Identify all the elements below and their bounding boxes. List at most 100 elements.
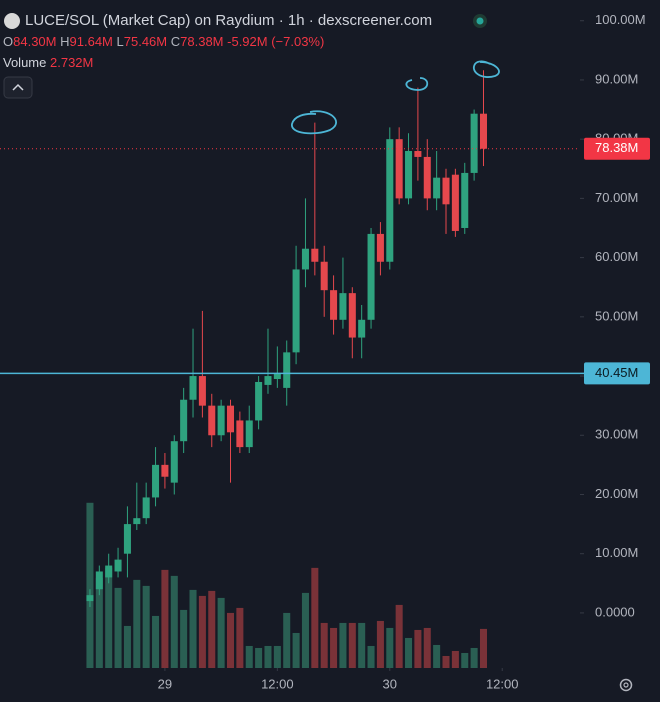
volume-bar xyxy=(451,650,459,668)
candle-body xyxy=(255,381,263,421)
close-value: 78.38M xyxy=(180,34,223,49)
candle-body xyxy=(264,376,272,385)
candle-body xyxy=(311,248,319,262)
volume-bar xyxy=(320,622,328,668)
volume-bar xyxy=(180,609,188,668)
hline-box xyxy=(584,362,650,385)
volume-bar xyxy=(386,627,394,668)
circle-annotation xyxy=(472,60,500,78)
candle-body xyxy=(142,497,150,519)
change: -5.92M (−7.03%) xyxy=(227,34,324,49)
volume-bar xyxy=(86,502,94,668)
candle-body xyxy=(451,174,459,231)
circle-annotation xyxy=(291,110,337,135)
candle-body xyxy=(358,319,366,338)
candle-body xyxy=(470,113,478,173)
settings-button[interactable] xyxy=(619,678,633,692)
volume-bar xyxy=(367,645,375,668)
volume-bar xyxy=(142,585,150,668)
close-label: C xyxy=(171,34,180,49)
candle-body xyxy=(114,559,122,572)
volume-bar xyxy=(376,620,384,668)
collapse-icon xyxy=(12,83,24,91)
circle-annotation xyxy=(405,77,429,91)
volume-bar xyxy=(414,629,422,668)
candle-body xyxy=(376,233,384,262)
candle-body xyxy=(442,177,450,205)
volume-value: 2.732M xyxy=(50,55,93,70)
candle-body xyxy=(320,261,328,291)
y-tick-label: 90.00M xyxy=(595,71,638,86)
candle-body xyxy=(208,405,216,436)
candle-body xyxy=(367,233,375,320)
volume-bar xyxy=(442,655,450,668)
candle-body xyxy=(170,441,178,483)
last-price-box xyxy=(584,137,650,160)
candle-body xyxy=(105,565,113,578)
volume-bar xyxy=(339,622,347,668)
volume-bar xyxy=(189,589,197,668)
candle-body xyxy=(461,172,469,228)
volume-row: Volume 2.732M xyxy=(3,55,93,70)
y-tick-label: 30.00M xyxy=(595,427,638,442)
candle-body xyxy=(236,420,244,448)
volume-bar xyxy=(292,632,300,668)
y-tick-label: 100.00M xyxy=(595,12,646,27)
volume-bar xyxy=(358,622,366,668)
status-dot xyxy=(476,17,484,25)
candle-body xyxy=(95,571,103,590)
volume-bar xyxy=(479,628,488,668)
volume-bar xyxy=(470,647,478,668)
candle-body xyxy=(386,139,394,262)
hline-label: 40.45M xyxy=(595,365,638,380)
candle-body xyxy=(433,177,441,199)
candle-body xyxy=(292,269,300,353)
gear-center xyxy=(623,682,629,688)
candle-body xyxy=(123,524,131,554)
candle-body xyxy=(339,293,347,320)
candle-body xyxy=(301,248,309,270)
candle-body xyxy=(217,405,225,436)
volume-bar xyxy=(245,645,253,668)
volume-bar xyxy=(114,587,122,668)
volume-bar xyxy=(152,615,160,668)
volume-bar xyxy=(123,625,131,668)
volume-bar xyxy=(95,577,103,668)
candle-body xyxy=(180,399,188,442)
annotations xyxy=(291,60,500,135)
high-value: 91.64M xyxy=(70,34,113,49)
x-tick-label: 12:00 xyxy=(486,676,519,691)
volume-bar xyxy=(170,575,178,668)
high-label: H xyxy=(60,34,69,49)
candle-body xyxy=(161,464,169,477)
volume-bar xyxy=(226,612,235,668)
volume-bar xyxy=(208,590,216,668)
y-tick-label: 50.00M xyxy=(595,308,638,323)
candle-body xyxy=(283,352,291,388)
ohlc: O84.30M H91.64M L75.46M C78.38M -5.92M (… xyxy=(3,34,324,49)
y-tick-label: 70.00M xyxy=(595,190,638,205)
collapse-button[interactable] xyxy=(3,76,33,99)
y-tick-label: 60.00M xyxy=(595,249,638,264)
open-value: 84.30M xyxy=(13,34,56,49)
last-price-label: 78.38M xyxy=(595,140,638,155)
y-tick-label: 0.0000 xyxy=(595,604,635,619)
volume-bar xyxy=(461,652,469,668)
volume-bar xyxy=(433,644,441,668)
volume-bar xyxy=(348,622,356,668)
candle-body xyxy=(479,113,488,149)
candle-body xyxy=(198,376,206,406)
token-icon xyxy=(4,13,20,29)
volume-bar xyxy=(283,612,291,668)
volume-bar xyxy=(264,645,272,668)
x-tick-label: 29 xyxy=(158,676,172,691)
volume-bar xyxy=(236,607,244,668)
gear xyxy=(619,678,633,692)
volume-label: Volume xyxy=(3,55,46,70)
candle-body xyxy=(423,156,431,199)
y-tick-label: 20.00M xyxy=(595,486,638,501)
plot: 100.00M90.00M80.00M70.00M60.00M50.00M40.… xyxy=(0,12,650,691)
volume-bar xyxy=(395,604,403,668)
y-tick-label: 10.00M xyxy=(595,545,638,560)
